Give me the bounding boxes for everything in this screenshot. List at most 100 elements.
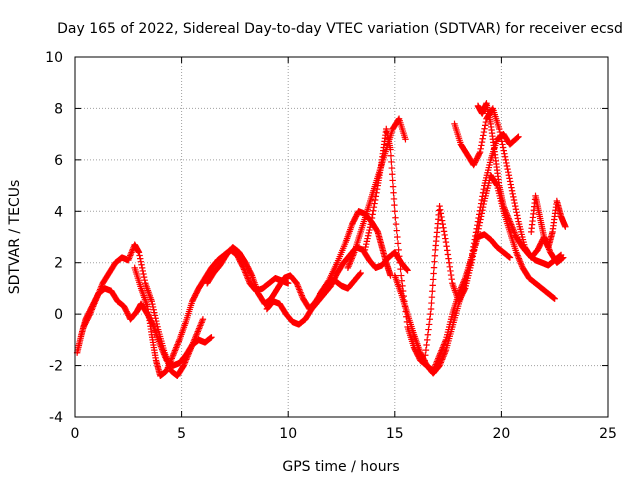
data-point-marker xyxy=(403,266,411,273)
series-satellite-track-B xyxy=(80,241,207,380)
data-point-marker xyxy=(153,317,160,325)
y-tick-label: 4 xyxy=(54,204,63,220)
y-tick-label: 0 xyxy=(54,307,63,323)
data-point-marker xyxy=(479,203,487,211)
data-point-marker xyxy=(135,249,143,256)
data-point-marker xyxy=(370,203,378,211)
y-axis-label: SDTVAR / TECUs xyxy=(7,180,23,295)
data-point-marker xyxy=(437,206,444,213)
data-point-marker xyxy=(496,128,504,136)
data-point-marker xyxy=(138,264,146,272)
data-point-marker xyxy=(387,152,395,159)
data-point-marker xyxy=(505,172,513,179)
data-point-marker xyxy=(437,210,445,217)
data-point-marker xyxy=(479,135,486,142)
data-point-marker xyxy=(445,255,452,262)
data-point-marker xyxy=(357,269,364,277)
data-point-marker xyxy=(395,246,402,254)
series-satellite-track-J xyxy=(421,172,558,364)
data-point-marker xyxy=(430,270,437,277)
data-point-marker xyxy=(429,288,436,295)
data-point-marker xyxy=(557,251,565,259)
data-point-marker xyxy=(499,144,507,151)
data-point-marker xyxy=(468,259,475,266)
data-point-marker xyxy=(364,232,372,239)
data-point-marker xyxy=(440,224,447,231)
data-point-marker xyxy=(151,309,158,316)
data-point-marker xyxy=(447,271,455,279)
data-point-marker xyxy=(514,134,521,141)
data-point-marker xyxy=(137,258,145,265)
data-point-marker xyxy=(153,320,161,328)
data-point-marker xyxy=(390,195,398,203)
data-point-marker xyxy=(431,258,438,265)
data-point-marker xyxy=(436,202,443,210)
data-point-marker xyxy=(140,270,147,278)
data-point-marker xyxy=(431,252,439,259)
data-point-marker xyxy=(366,226,373,234)
data-point-marker xyxy=(444,251,452,258)
data-point-marker xyxy=(439,220,446,228)
data-point-marker xyxy=(478,142,485,149)
data-point-marker xyxy=(422,352,429,359)
data-point-marker xyxy=(478,210,485,217)
data-point-marker xyxy=(473,234,480,242)
data-point-marker xyxy=(438,213,445,221)
data-point-marker xyxy=(151,312,159,319)
data-point-marker xyxy=(429,282,436,289)
data-point-marker xyxy=(497,131,504,139)
data-point-marker xyxy=(509,190,516,197)
data-point-marker xyxy=(369,211,376,218)
data-point-marker xyxy=(499,141,506,148)
data-point-marker xyxy=(370,207,377,214)
data-point-marker xyxy=(442,235,449,242)
axis-ticks: 0 5 10 15 20 25 -4 -2 0 2 4 6 8 10 xyxy=(45,50,617,442)
data-point-marker xyxy=(152,315,159,322)
data-point-marker xyxy=(139,267,146,275)
data-point-marker xyxy=(481,125,488,132)
data-point-marker xyxy=(503,162,511,170)
data-point-marker xyxy=(441,231,448,239)
data-point-marker xyxy=(390,189,397,196)
data-point-marker xyxy=(389,171,396,178)
series-satellite-track-D xyxy=(203,244,364,313)
x-tick-label: 15 xyxy=(386,426,404,442)
data-point-marker xyxy=(446,263,454,271)
data-point-marker xyxy=(500,147,507,154)
data-point-marker xyxy=(425,321,433,328)
data-point-marker xyxy=(424,336,431,344)
data-point-marker xyxy=(504,165,511,173)
data-point-marker xyxy=(429,276,437,283)
data-point-marker xyxy=(149,303,157,311)
data-point-marker xyxy=(387,146,394,153)
data-point-marker xyxy=(501,153,509,160)
y-tick-label: 6 xyxy=(54,153,63,169)
data-point-marker xyxy=(371,200,378,207)
data-point-marker xyxy=(510,193,517,201)
data-point-marker xyxy=(512,206,520,213)
data-point-marker xyxy=(425,326,432,333)
data-point-marker xyxy=(475,225,482,232)
data-point-marker xyxy=(506,178,514,185)
series-satellite-track-F xyxy=(316,208,394,297)
data-point-marker xyxy=(396,259,404,266)
x-tick-label: 25 xyxy=(599,426,617,442)
data-point-marker xyxy=(427,305,435,313)
data-point-marker xyxy=(136,252,143,259)
data-point-marker xyxy=(476,219,484,226)
data-point-marker xyxy=(392,220,400,228)
data-point-marker xyxy=(448,275,455,283)
series-satellite-track-L xyxy=(474,100,565,269)
data-point-marker xyxy=(363,238,371,245)
data-point-marker xyxy=(510,196,518,204)
data-point-marker xyxy=(428,293,436,301)
data-point-marker xyxy=(476,148,484,156)
y-tick-label: -2 xyxy=(49,359,63,375)
data-point-marker xyxy=(373,189,380,196)
y-tick-label: 10 xyxy=(45,50,63,66)
data-point-marker xyxy=(477,216,484,223)
data-point-marker xyxy=(438,217,446,224)
data-point-marker xyxy=(422,346,430,354)
data-point-marker xyxy=(391,208,398,215)
data-point-marker xyxy=(508,187,516,194)
